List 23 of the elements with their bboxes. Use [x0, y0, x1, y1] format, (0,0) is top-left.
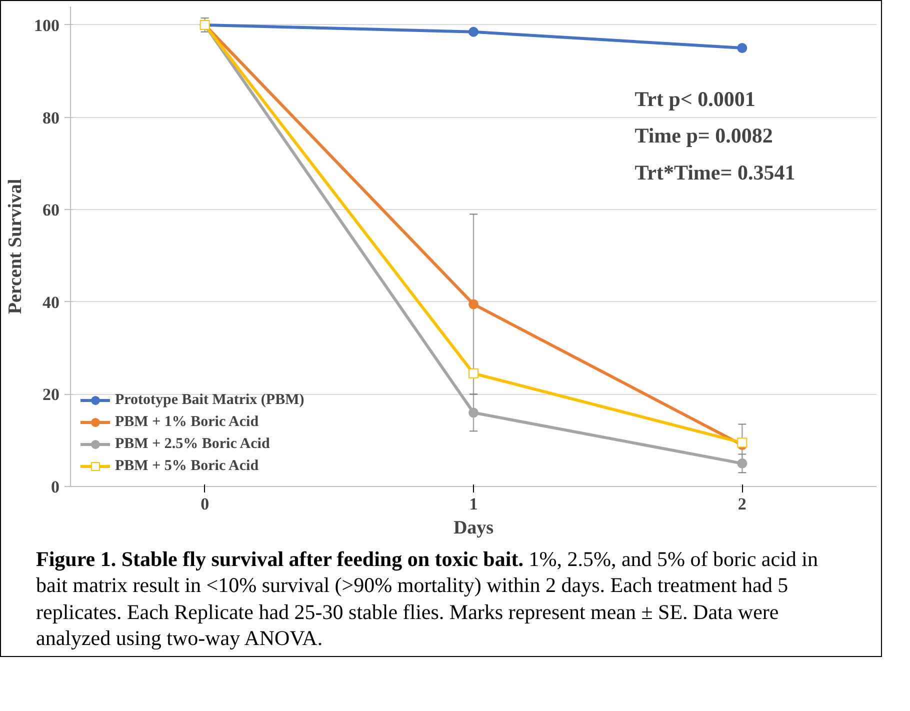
legend-label: PBM + 1% Boric Acid: [115, 414, 259, 430]
x-tick-label: 0: [200, 494, 210, 514]
x-axis-title: Days: [453, 518, 494, 538]
legend-label: PBM + 5% Boric Acid: [115, 458, 259, 474]
y-tick-label: 60: [42, 200, 60, 220]
point: [468, 368, 478, 378]
point: [737, 458, 748, 468]
point: [468, 26, 478, 37]
y-tick-label: 20: [42, 385, 60, 404]
x-tick-label: 2: [738, 494, 746, 514]
x-tick-label: 1: [469, 494, 478, 514]
point: [737, 43, 748, 54]
annotation: Trt p< 0.0001 Time p= 0.0082 Trt*Time= 0.3541: [634, 86, 796, 185]
y-tick-label: 40: [42, 292, 60, 312]
point: [468, 299, 478, 310]
y-tick-label: 100: [34, 16, 60, 35]
caption: Figure 1. Stable fly survival after feeding on toxic bait.: [36, 547, 524, 571]
legend-label: Prototype Bait Matrix (PBM): [115, 392, 304, 408]
point: [468, 408, 478, 418]
y-axis-title: Percent Survival: [5, 178, 26, 314]
y-tick-label: 80: [42, 108, 60, 128]
legend-label: PBM + 2.5% Boric Acid: [115, 436, 270, 452]
y-tick-label: 0: [51, 478, 60, 496]
